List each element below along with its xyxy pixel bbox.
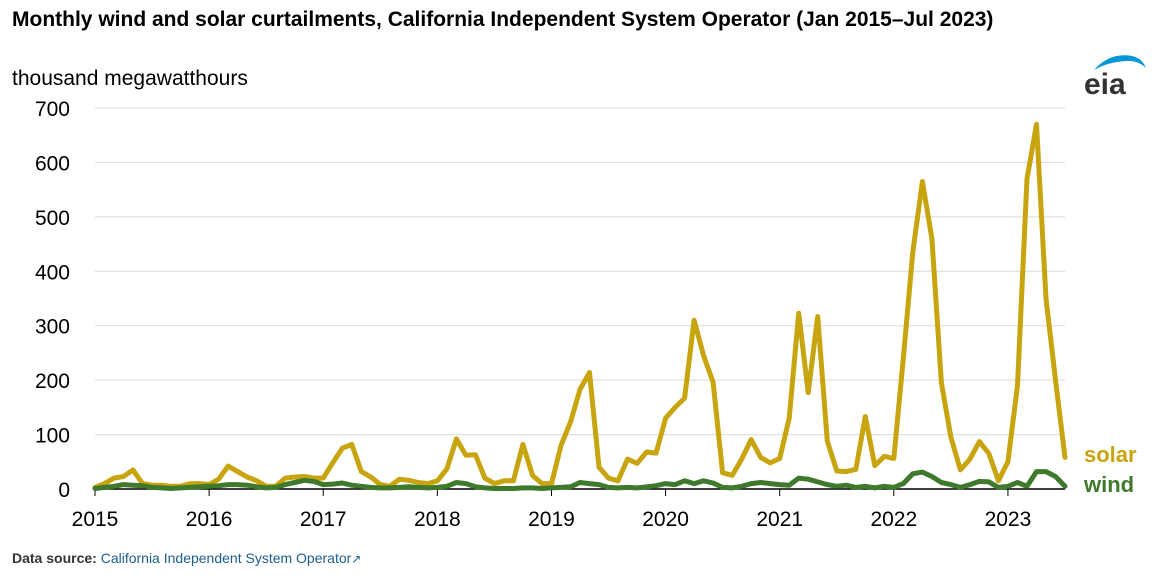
y-tick-label-200: 200 (35, 370, 70, 393)
y-tick-labels: 0 100 200 300 400 500 600 700 (35, 98, 70, 502)
chart-title: Monthly wind and solar curtailments, Cal… (12, 8, 994, 31)
eia-logo-swoosh (1094, 55, 1146, 70)
eia-logo: eia (1084, 55, 1146, 100)
y-tick-label-700: 700 (35, 98, 70, 121)
x-tick-labels: 2015 2016 2017 2018 2019 2020 2021 2022 2023 (72, 489, 1032, 531)
eia-logo-text: eia (1084, 68, 1126, 100)
x-tick-label-2022: 2022 (870, 508, 917, 531)
series-line-solar (92, 121, 1068, 490)
data-source-link[interactable]: California Independent System Operator (100, 550, 352, 566)
series-labels: solar wind (1083, 442, 1137, 497)
y-tick-label-0: 0 (58, 479, 70, 502)
y-tick-label-100: 100 (35, 425, 70, 448)
x-tick-label-2016: 2016 (186, 508, 233, 531)
series-label-solar: solar (1084, 442, 1137, 467)
x-tick-label-2017: 2017 (300, 508, 347, 531)
x-tick-label-2019: 2019 (528, 508, 575, 531)
x-tick-label-2020: 2020 (642, 508, 689, 531)
series-label-wind: wind (1083, 472, 1134, 497)
y-tick-label-300: 300 (35, 316, 70, 339)
series-lines (92, 121, 1068, 491)
x-tick-label-2018: 2018 (414, 508, 461, 531)
x-tick-label-2021: 2021 (756, 508, 803, 531)
y-axis-unit-label: thousand megawatthours (12, 67, 248, 90)
data-source-footer: Data source: California Independent Syst… (12, 549, 361, 568)
y-tick-label-600: 600 (35, 152, 70, 175)
series-line-wind (92, 469, 1068, 491)
y-tick-label-400: 400 (35, 261, 70, 284)
external-link-icon: ↗ (351, 552, 362, 566)
x-tick-label-2015: 2015 (72, 508, 119, 531)
x-tick-label-2023: 2023 (985, 508, 1032, 531)
data-source-label: Data source: (12, 550, 97, 566)
y-tick-label-500: 500 (35, 207, 70, 230)
